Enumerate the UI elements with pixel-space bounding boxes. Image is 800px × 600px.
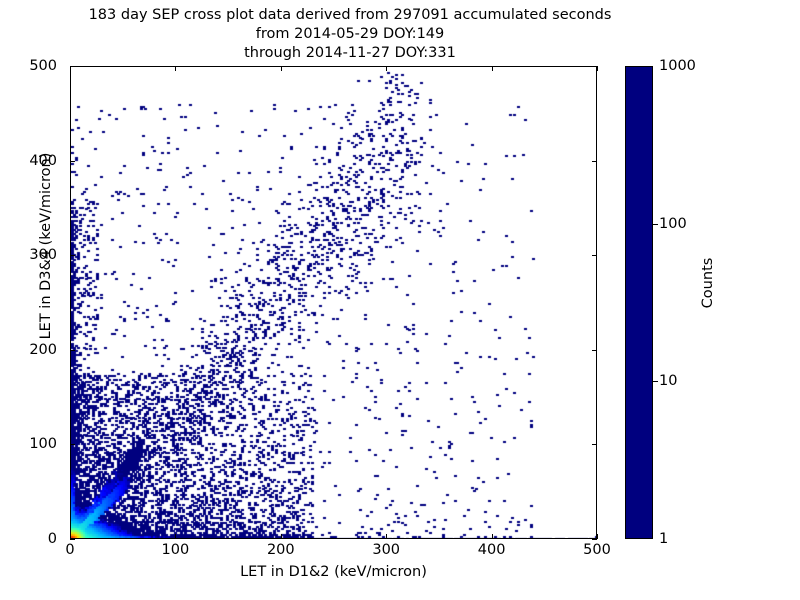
- y-axis-label: LET in D3&4 (keV/micron): [38, 152, 54, 340]
- x-axis-tick-label: 100: [161, 542, 190, 558]
- y-axis-tick-label: 400: [29, 152, 57, 169]
- x-axis-label: LET in D1&2 (keV/micron): [240, 564, 427, 580]
- x-axis-tick-label: 500: [583, 542, 611, 558]
- colorbar-tick: [653, 223, 658, 225]
- x-axis-tick-top: [70, 66, 71, 71]
- colorbar-label: Counts: [700, 257, 716, 309]
- colorbar-tick-label: 100: [659, 215, 687, 232]
- x-axis-tick-top: [597, 66, 598, 71]
- y-axis-tick-label: 300: [29, 247, 57, 264]
- x-axis-tick-top: [280, 66, 282, 71]
- x-axis-tick: [491, 534, 493, 539]
- colorbar-tick-label: 1: [659, 531, 669, 547]
- x-axis-tick: [386, 534, 388, 539]
- x-axis-tick: [597, 534, 598, 539]
- colorbar-tick-label: 10: [659, 373, 678, 390]
- y-axis-tick-right: [592, 66, 597, 67]
- y-axis-tick-label: 500: [29, 58, 57, 74]
- x-axis-tick-label: 400: [477, 542, 506, 558]
- y-axis-tick: [70, 255, 75, 257]
- plot-axes-area: [70, 66, 597, 539]
- x-axis-tick-top: [175, 66, 177, 71]
- y-axis-tick-label: 0: [47, 531, 57, 547]
- y-axis-tick: [70, 66, 75, 67]
- y-axis-tick-right: [592, 160, 597, 162]
- plot-title-line-1: 183 day SEP cross plot data derived from…: [88, 7, 612, 23]
- y-axis-tick: [70, 539, 75, 540]
- plot-title-line-3: through 2014-11-27 DOY:331: [244, 45, 456, 61]
- colorbar-tick: [653, 381, 658, 383]
- x-axis-tick: [175, 534, 177, 539]
- plot-title-line-2: from 2014-05-29 DOY:149: [255, 26, 445, 42]
- y-axis-tick: [70, 349, 75, 351]
- y-axis-tick-right: [592, 255, 597, 257]
- x-axis-tick: [70, 534, 71, 539]
- colorbar-tick-label: 1000: [659, 58, 696, 74]
- x-axis-tick: [280, 534, 282, 539]
- x-axis-tick-label: 200: [266, 542, 295, 558]
- scatter-plot-canvas: [71, 67, 596, 538]
- y-axis-tick-right: [592, 444, 597, 446]
- y-axis-tick-label: 100: [29, 436, 57, 453]
- x-axis-tick-label: 0: [65, 542, 75, 558]
- y-axis-tick: [70, 444, 75, 446]
- x-axis-tick-label: 300: [372, 542, 401, 558]
- y-axis-tick-right: [592, 539, 597, 540]
- y-axis-tick-label: 200: [29, 341, 57, 358]
- y-axis-tick-right: [592, 349, 597, 351]
- colorbar-gradient: [625, 66, 653, 539]
- y-axis-tick: [70, 160, 75, 162]
- x-axis-tick-top: [386, 66, 388, 71]
- x-axis-tick-top: [491, 66, 493, 71]
- colorbar: [625, 66, 653, 539]
- plot-title: 183 day SEP cross plot data derived from…: [0, 6, 700, 63]
